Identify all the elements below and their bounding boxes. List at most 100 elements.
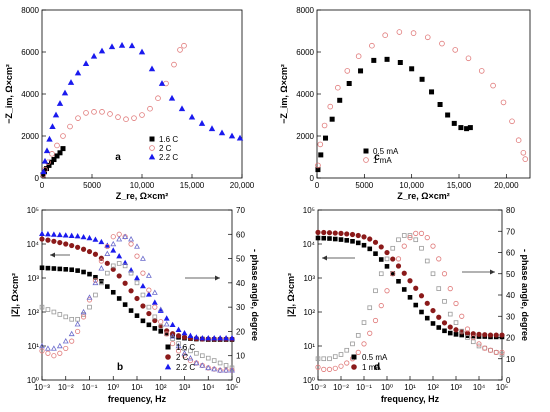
data-point: [99, 280, 104, 286]
data-point: [384, 249, 390, 256]
data-point: [447, 324, 453, 330]
panel-label: d: [374, 362, 380, 373]
data-point: [74, 321, 81, 327]
data-point: [458, 125, 464, 131]
data-point: [69, 267, 74, 273]
data-point: [437, 102, 443, 108]
data-point: [378, 257, 384, 262]
data-point: [68, 330, 75, 337]
data-point: [110, 240, 117, 247]
data-point: [465, 55, 472, 62]
plot-frame: [41, 9, 243, 179]
data-point: [116, 236, 123, 242]
data-point: [430, 307, 436, 314]
data-point: [418, 230, 425, 236]
x-tick-label: 10⁰: [381, 383, 393, 392]
y2-tick-label: 20: [236, 327, 245, 336]
data-point: [93, 274, 98, 280]
data-point: [223, 335, 230, 341]
data-point: [56, 100, 64, 106]
data-point: [54, 153, 60, 159]
data-point: [424, 34, 431, 41]
data-point: [470, 331, 476, 337]
data-point: [441, 320, 448, 326]
data-point: [44, 345, 51, 351]
data-point: [205, 355, 211, 361]
y2-tick-label: 0: [506, 376, 511, 385]
data-point: [69, 338, 75, 344]
data-point: [74, 69, 82, 76]
data-point: [419, 309, 424, 315]
data-point: [413, 302, 419, 308]
x-tick-label: 10⁻²: [333, 383, 349, 392]
data-point: [355, 349, 361, 355]
data-point: [104, 250, 111, 256]
data-point: [139, 112, 145, 118]
data-point: [50, 345, 57, 351]
data-point: [442, 299, 447, 304]
x-tick-label: 10⁻³: [310, 383, 326, 392]
data-point: [170, 340, 176, 347]
data-point: [57, 266, 63, 272]
data-point: [515, 137, 522, 144]
data-point: [86, 248, 93, 255]
data-point: [157, 306, 164, 312]
data-point: [140, 303, 146, 309]
data-point: [98, 238, 105, 245]
x-tick-label: 10¹: [404, 383, 416, 392]
data-point: [407, 233, 413, 238]
data-point: [441, 271, 448, 277]
data-point: [158, 324, 164, 329]
data-point: [128, 308, 134, 313]
data-point: [51, 309, 57, 315]
data-point: [152, 314, 158, 320]
data-point: [464, 326, 471, 332]
data-point: [476, 343, 482, 349]
data-point: [326, 366, 333, 372]
y-axis-label: |Z|, Ω×cm²: [10, 273, 20, 317]
y2-tick-label: 60: [236, 230, 245, 239]
data-point: [151, 299, 158, 305]
data-point: [51, 353, 57, 359]
data-point: [372, 317, 379, 324]
y2-tick-label: 60: [506, 249, 515, 258]
data-point: [355, 232, 361, 239]
x-tick-label: 10⁴: [473, 383, 486, 392]
data-point: [323, 135, 329, 141]
data-point: [451, 120, 457, 126]
data-point: [315, 229, 321, 235]
data-point: [332, 365, 338, 371]
data-point: [413, 285, 419, 291]
data-point: [60, 133, 66, 139]
y-tick-label: 10²: [27, 308, 39, 317]
data-point: [134, 253, 140, 259]
data-point: [429, 89, 435, 95]
data-point: [395, 263, 402, 269]
series-1.6-C-phase: [39, 261, 235, 371]
data-point: [378, 303, 384, 309]
legend: 0.5 mA1 mA: [363, 147, 399, 165]
data-point: [110, 247, 117, 253]
data-point: [371, 57, 377, 63]
plot-frame: [316, 9, 531, 179]
data-point: [447, 311, 453, 317]
x-axis-label: Z_re, Ω×cm²: [397, 191, 450, 201]
data-point: [147, 105, 153, 112]
data-point: [315, 162, 321, 169]
data-point: [327, 356, 332, 362]
x-tick-label: 10⁵: [226, 383, 238, 392]
data-point: [419, 245, 424, 251]
data-point: [332, 354, 338, 359]
data-point: [45, 307, 51, 312]
data-point: [69, 316, 74, 322]
data-point: [110, 263, 116, 269]
data-point: [396, 237, 401, 243]
data-point: [181, 42, 187, 49]
data-point: [478, 68, 485, 74]
data-point: [338, 363, 344, 369]
data-point: [181, 350, 188, 356]
bode-panel-d: 10⁻³ 10⁻² 10⁻¹ 10⁰ 10¹ 10² 10³ 10⁴ 10⁵ 10⁰ 10¹ 10² 1…: [286, 206, 530, 404]
data-point: [401, 233, 407, 238]
x-tick-label: 10⁰: [107, 383, 119, 392]
data-point: [81, 312, 86, 317]
